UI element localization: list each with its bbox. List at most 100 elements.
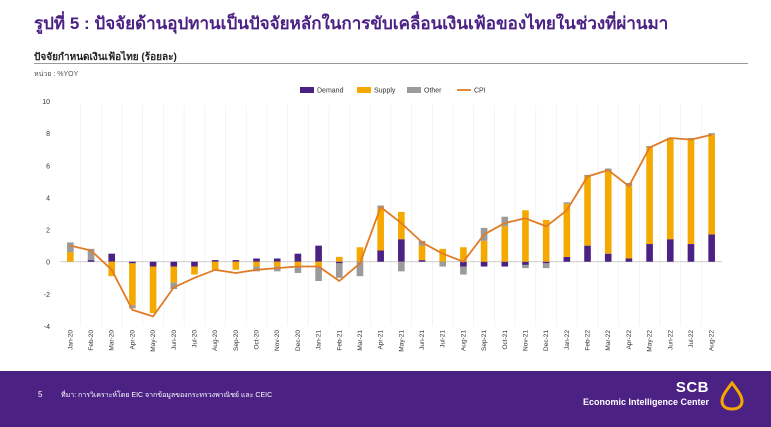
bar-demand [377, 250, 384, 262]
x-tick-label: May-22 [647, 330, 654, 352]
unit-label: หน่วย : %YOY [34, 71, 79, 78]
brand-name: SCB [675, 379, 709, 396]
bar-supply [625, 186, 633, 259]
bar-demand [335, 261, 343, 264]
x-tick-label: Jan-21 [316, 330, 323, 350]
legend-label: Other [424, 88, 442, 95]
x-tick-label: Jul-21 [440, 330, 447, 348]
y-tick-label: -4 [44, 324, 50, 331]
bar-supply [480, 240, 488, 262]
bar-supply [170, 266, 178, 283]
bar-demand [149, 261, 157, 267]
bar-demand [604, 253, 612, 262]
bar-demand [87, 260, 95, 262]
x-tick-label: Mar-21 [357, 330, 364, 351]
bar-other [398, 261, 405, 272]
y-tick-label: 4 [46, 195, 50, 202]
bar-supply [191, 266, 198, 275]
bar-demand [191, 261, 198, 267]
x-tick-label: Apr-21 [378, 330, 385, 350]
legend-swatch [407, 87, 421, 93]
bar-supply [356, 247, 364, 262]
y-tick-label: 0 [46, 260, 50, 267]
x-tick-label: Mar-22 [605, 330, 612, 351]
bar-demand [584, 245, 591, 262]
bar-demand [398, 239, 405, 262]
x-tick-label: Sep-21 [481, 330, 488, 351]
bar-demand [108, 253, 116, 262]
bar-other [356, 261, 364, 277]
bar-supply [315, 261, 322, 267]
brand-block: SCB Economic Intelligence Center [583, 379, 709, 407]
source-note: ที่มา: การวิเคราะห์โดย EIC จากข้อมูลของก… [61, 392, 273, 399]
bar-supply [418, 245, 426, 261]
bar-supply [294, 261, 302, 267]
x-tick-label: May-20 [150, 330, 157, 352]
bar-supply [604, 171, 612, 254]
page-number: 5 [38, 390, 43, 399]
bar-demand [522, 261, 529, 265]
bar-other [501, 216, 509, 227]
bar-supply [129, 263, 136, 306]
bar-other [439, 261, 447, 267]
chart-title: ปัจจัยกำหนดเงินเฟ้อไทย (ร้อยละ) [34, 52, 177, 63]
x-tick-label: Jun-22 [667, 330, 674, 350]
bar-other [522, 264, 529, 269]
bar-supply [501, 226, 509, 262]
x-tick-label: May-21 [398, 330, 405, 352]
x-tick-label: Oct-20 [254, 330, 261, 350]
bar-supply [273, 261, 281, 267]
bar-supply [398, 211, 405, 240]
bar-supply [522, 210, 529, 262]
bar-demand [273, 258, 281, 262]
brand-subtitle: Economic Intelligence Center [582, 397, 709, 407]
title-divider [34, 63, 748, 64]
bar-demand [666, 239, 674, 262]
y-tick-label: 2 [46, 228, 50, 235]
x-tick-label: Feb-20 [88, 330, 95, 351]
x-tick-label: Nov-20 [274, 330, 281, 351]
bar-supply [708, 134, 715, 235]
x-tick-label: Feb-21 [336, 330, 343, 351]
bar-other [563, 202, 571, 204]
bar-supply [666, 139, 674, 240]
bar-other [460, 266, 467, 275]
chart-canvas: -4 -2 0 2 4 6 8 10 Jan-20 Feb-20 Mar-20 Apr-20 May-2… [42, 87, 722, 352]
x-tick-label: Jun-20 [171, 330, 178, 350]
bar-demand [315, 245, 322, 262]
scb-logo-icon [720, 381, 744, 411]
bar-demand [542, 261, 550, 264]
bar-other [87, 248, 95, 261]
bar-other [335, 263, 343, 278]
bar-demand [170, 261, 178, 267]
x-tick-label: Feb-22 [585, 330, 592, 351]
bar-supply [335, 256, 343, 262]
bar-demand [480, 261, 488, 267]
slide-title: รูปที่ 5 : ปัจจัยด้านอุปทานเป็นปัจจัยหลั… [34, 14, 669, 33]
bar-supply [67, 252, 74, 262]
x-tick-label: Nov-21 [522, 330, 529, 351]
bar-demand [232, 260, 240, 262]
x-tick-label: Jan-22 [564, 330, 571, 350]
y-tick-label: -2 [44, 292, 50, 299]
bar-supply [149, 266, 157, 314]
x-tick-label: Mar-20 [109, 330, 116, 351]
legend-label: Supply [374, 88, 396, 95]
x-tick-label: Jan-20 [67, 330, 74, 350]
x-tick-label: Jun-21 [419, 330, 426, 350]
x-tick-label: Jul-20 [191, 330, 198, 348]
x-tick-label: Apr-20 [129, 330, 136, 350]
x-tick-label: Aug-20 [212, 330, 219, 351]
y-tick-label: 6 [46, 163, 50, 170]
bar-demand [253, 258, 260, 262]
bar-demand [501, 261, 509, 267]
y-tick-label: 8 [46, 131, 50, 138]
x-tick-label: Oct-21 [502, 330, 509, 350]
bar-other [708, 133, 715, 135]
bar-supply [460, 247, 467, 262]
bar-other [294, 266, 302, 273]
bar-demand [563, 256, 571, 262]
bar-demand [211, 260, 219, 262]
bar-demand [687, 244, 695, 262]
bar-supply [232, 261, 240, 270]
